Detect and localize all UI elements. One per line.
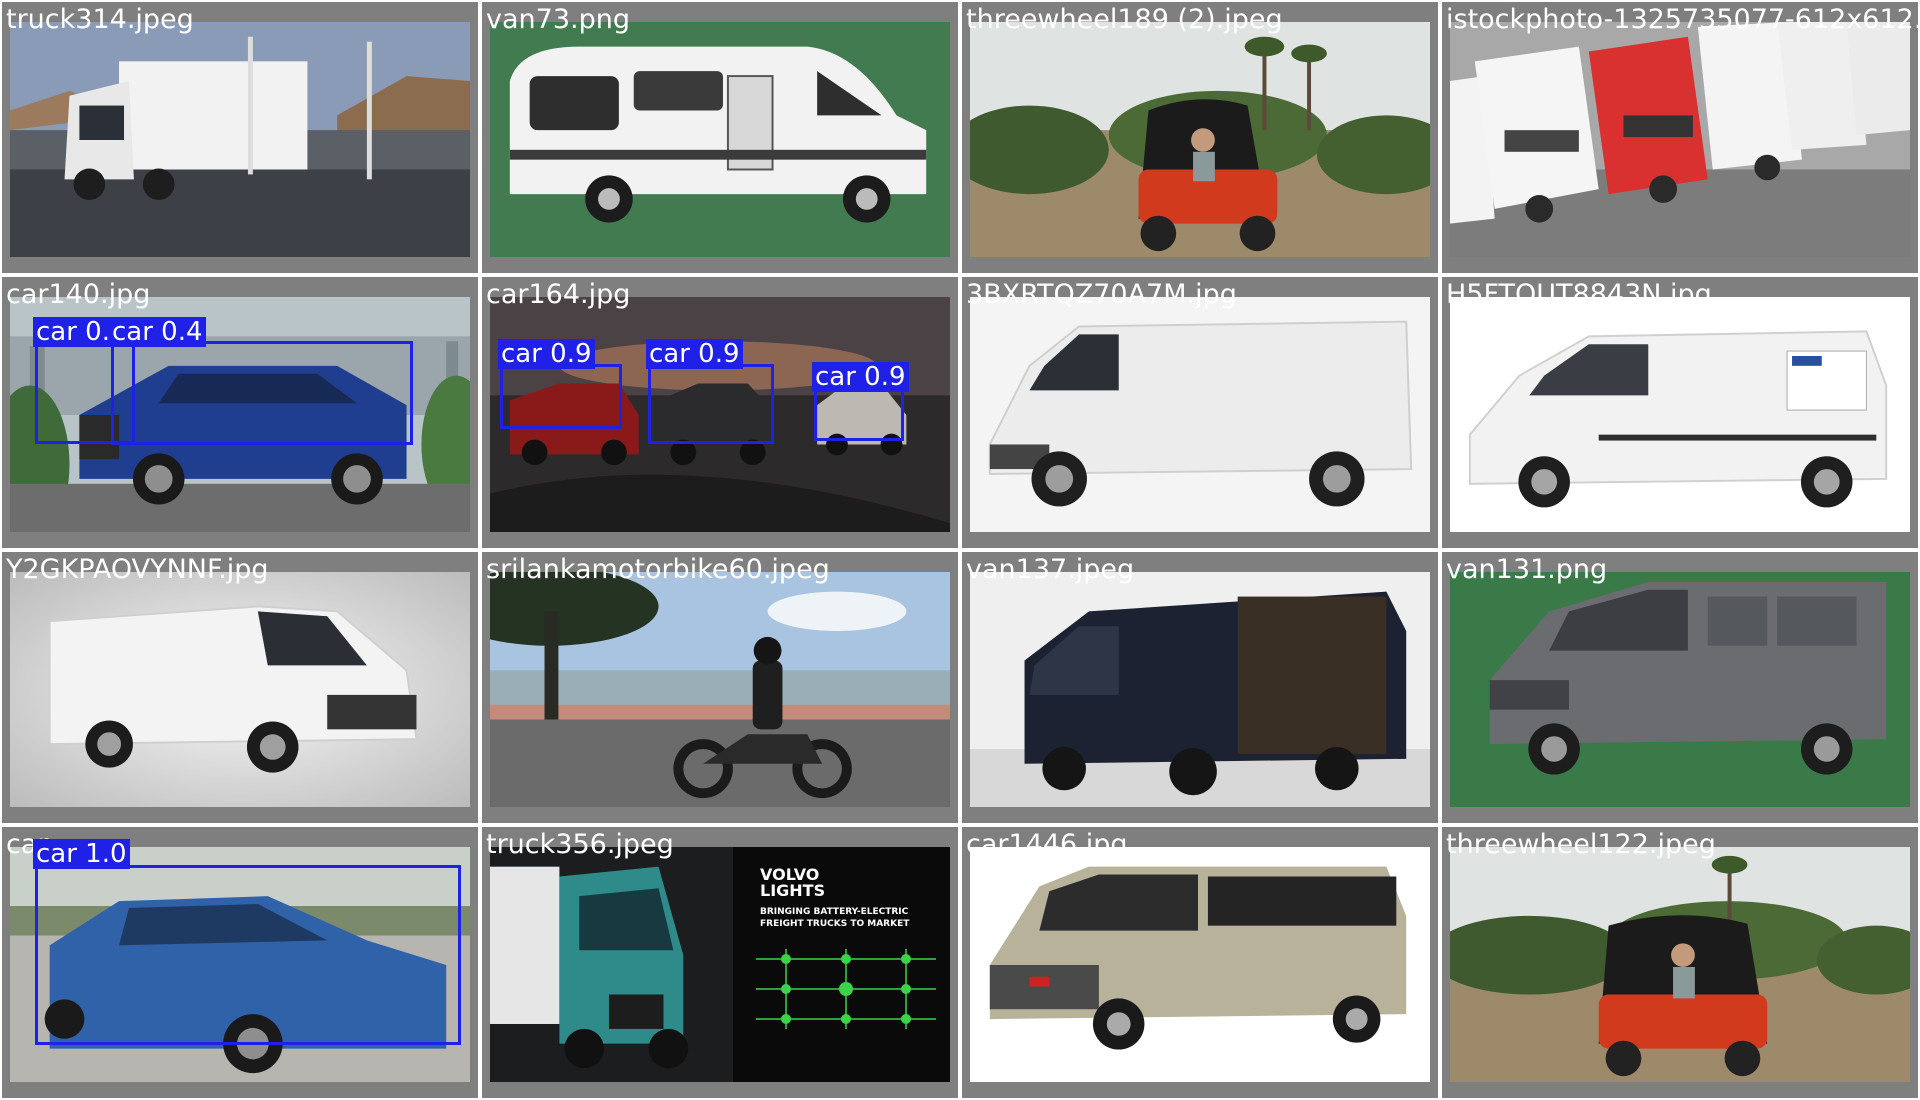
tile-filename: truck314.jpeg xyxy=(6,4,194,35)
image-tile[interactable]: truck314.jpeg xyxy=(0,0,480,275)
tile-filename: srilankamotorbike60.jpeg xyxy=(486,554,830,585)
tile-photo xyxy=(1450,572,1910,807)
image-tile[interactable]: istockphoto-1325735077-612x612.jpg xyxy=(1440,0,1920,275)
tile-filename: truck356.jpeg xyxy=(486,829,674,860)
detection-label: car 0.9 xyxy=(812,362,909,392)
image-tile[interactable]: H5FTQUT8843N.jpg xyxy=(1440,275,1920,550)
detection-label: car 0.9 xyxy=(498,339,595,369)
detection-box xyxy=(500,364,622,429)
tile-filename: van73.png xyxy=(486,4,630,35)
tile-filename: H5FTQUT8843N.jpg xyxy=(1446,279,1712,310)
poster: VOLVO LIGHTS BRINGING BATTERY-ELECTRIC F… xyxy=(736,854,954,1049)
tile-photo xyxy=(10,847,470,1082)
detection-box xyxy=(35,865,461,1045)
tile-filename: 3BXRTQZ70A7M.jpg xyxy=(966,279,1237,310)
tile-photo xyxy=(490,22,950,257)
tile-filename: threewheel122.jpeg xyxy=(1446,829,1716,860)
tile-filename: car1446.jpg xyxy=(966,829,1128,860)
image-tile[interactable]: car car 1.0 xyxy=(0,825,480,1100)
poster-brand-2: LIGHTS xyxy=(760,881,826,900)
circuit-graphic xyxy=(756,949,936,1029)
detection-label: car 0.9 xyxy=(646,339,743,369)
tile-filename: car140.jpg xyxy=(6,279,151,310)
image-tile[interactable]: van73.png xyxy=(480,0,960,275)
image-tile[interactable]: threewheel189 (2).jpeg xyxy=(960,0,1440,275)
image-tile[interactable]: srilankamotorbike60.jpeg xyxy=(480,550,960,825)
tile-photo xyxy=(970,22,1430,257)
image-tile[interactable]: threewheel122.jpeg xyxy=(1440,825,1920,1100)
tile-filename: threewheel189 (2).jpeg xyxy=(966,4,1283,35)
image-tile[interactable]: Y2GKPAOVYNNF.jpg xyxy=(0,550,480,825)
image-tile[interactable]: 3BXRTQZ70A7M.jpg xyxy=(960,275,1440,550)
image-tile[interactable]: truck356.jpeg VOLVO LIGHTS BRINGING BATT… xyxy=(480,825,960,1100)
tile-photo xyxy=(1450,297,1910,532)
tile-photo xyxy=(490,847,950,1082)
tile-photo xyxy=(10,572,470,807)
tile-photo xyxy=(10,22,470,257)
tile-filename: istockphoto-1325735077-612x612.jpg xyxy=(1446,4,1920,35)
tile-filename: van137.jpeg xyxy=(966,554,1135,585)
tile-filename: Y2GKPAOVYNNF.jpg xyxy=(6,554,269,585)
tile-photo xyxy=(1450,847,1910,1082)
image-tile[interactable]: car140.jpg car 0.9 car 0.4 xyxy=(0,275,480,550)
tile-filename: car164.jpg xyxy=(486,279,631,310)
image-tile[interactable]: van137.jpeg xyxy=(960,550,1440,825)
detection-box xyxy=(648,364,774,444)
image-tile[interactable]: car1446.jpg xyxy=(960,825,1440,1100)
detection-box xyxy=(111,341,413,445)
image-tile[interactable]: van131.png xyxy=(1440,550,1920,825)
tile-photo xyxy=(970,572,1430,807)
image-tile[interactable]: car164.jpg car 0.9 car 0.9 car 0 xyxy=(480,275,960,550)
detection-label: car 0.4 xyxy=(109,317,206,347)
tile-photo xyxy=(1450,22,1910,257)
tile-filename: van131.png xyxy=(1446,554,1608,585)
tile-photo xyxy=(970,297,1430,532)
poster-headline: BRINGING BATTERY-ELECTRIC FREIGHT TRUCKS… xyxy=(760,907,910,929)
detection-label: car 1.0 xyxy=(33,839,130,869)
tile-photo xyxy=(970,847,1430,1082)
poster-brand: VOLVO xyxy=(760,865,820,884)
tile-photo xyxy=(490,572,950,807)
detection-box xyxy=(814,385,904,441)
